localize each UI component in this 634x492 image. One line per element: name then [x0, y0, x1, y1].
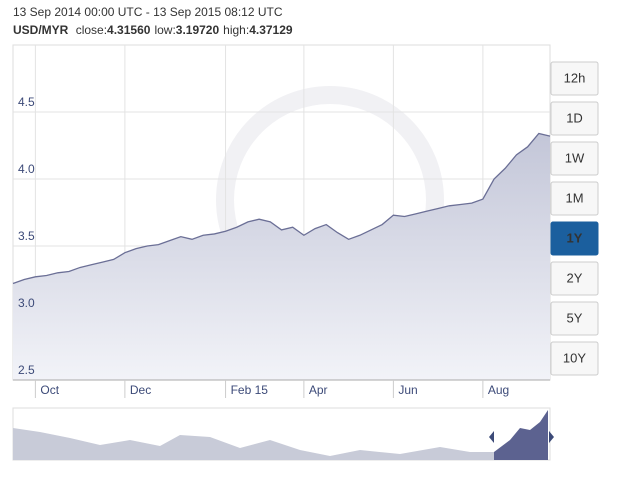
stat-value: 3.19720 [176, 23, 220, 37]
x-tick-label: Apr [309, 383, 328, 397]
range-button[interactable] [550, 61, 599, 96]
range-button[interactable] [550, 101, 599, 136]
range-button[interactable] [550, 341, 599, 376]
y-tick-label: 3.5 [18, 229, 35, 243]
range-button-label[interactable]: 1Y [567, 230, 583, 245]
x-tick-label: Jun [398, 383, 417, 397]
range-button[interactable] [550, 261, 599, 296]
range-button-label[interactable]: 5Y [567, 310, 583, 325]
stat-label: high: [223, 23, 249, 37]
y-tick-label: 2.5 [18, 363, 35, 377]
range-button-label[interactable]: 12h [564, 70, 586, 85]
area [13, 133, 550, 380]
range-button-label[interactable]: 1W [565, 150, 585, 165]
stat-label: low: [154, 23, 175, 37]
x-tick-label: Dec [130, 383, 151, 397]
range-button-label[interactable]: 1M [565, 190, 583, 205]
y-tick-label: 4.0 [18, 162, 35, 176]
range-button[interactable] [550, 141, 599, 176]
pair: USD/MYR [13, 23, 69, 37]
navigator-history [13, 428, 494, 460]
chart-title: 13 Sep 2014 00:00 UTC - 13 Sep 2015 08:1… [13, 5, 283, 19]
stat-value: 4.31560 [107, 23, 151, 37]
stat-value: 4.37129 [249, 23, 293, 37]
range-button[interactable] [550, 301, 599, 336]
x-tick-label: Aug [488, 383, 509, 397]
x-tick-label: Oct [40, 383, 59, 397]
line [12, 132, 551, 285]
range-button[interactable] [550, 221, 599, 256]
chart-subtitle: USD/MYR close:4.31560 low:3.19720 high:4.3… [13, 23, 293, 37]
range-button-label[interactable]: 2Y [567, 270, 583, 285]
y-tick-label: 4.5 [18, 95, 35, 109]
range-button-label[interactable]: 10Y [563, 350, 586, 365]
stat-label: close: [76, 23, 107, 37]
x-tick-label: Feb 15 [231, 383, 269, 397]
range-button-label[interactable]: 1D [566, 110, 583, 125]
navigator-selection [494, 410, 548, 460]
range-button[interactable] [550, 181, 599, 216]
y-tick-label: 3.0 [18, 296, 35, 310]
